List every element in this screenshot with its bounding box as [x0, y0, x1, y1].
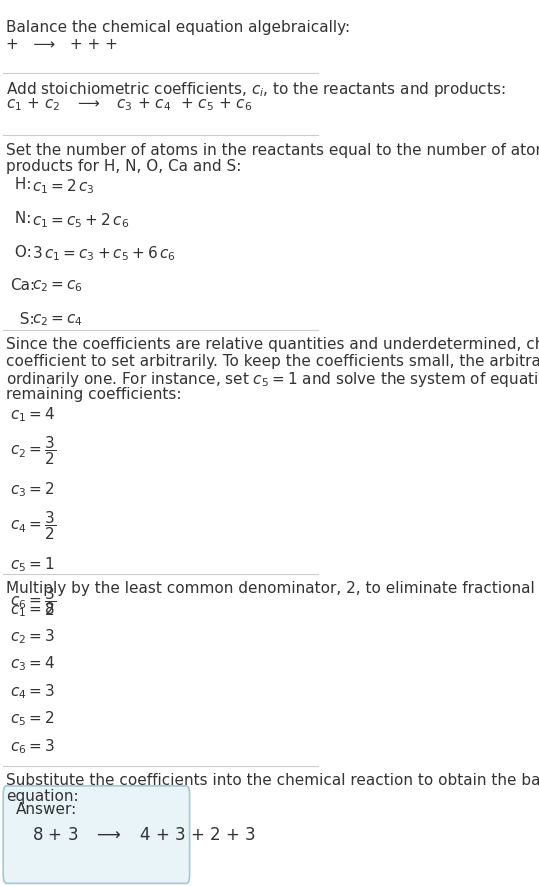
Text: $c_1 = c_5 + 2\,c_6$: $c_1 = c_5 + 2\,c_6$ [32, 211, 129, 229]
Text: Multiply by the least common denominator, 2, to eliminate fractional coefficient: Multiply by the least common denominator… [6, 581, 539, 596]
Text: products for H, N, O, Ca and S:: products for H, N, O, Ca and S: [6, 159, 242, 175]
Text: remaining coefficients:: remaining coefficients: [6, 387, 182, 402]
Text: Balance the chemical equation algebraically:: Balance the chemical equation algebraica… [6, 20, 350, 35]
Text: $c_1 = 8$: $c_1 = 8$ [10, 600, 54, 618]
Text: $c_3 = 4$: $c_3 = 4$ [10, 655, 55, 673]
Text: $c_2 = 3$: $c_2 = 3$ [10, 627, 54, 646]
Text: ordinarily one. For instance, set $c_5 = 1$ and solve the system of equations fo: ordinarily one. For instance, set $c_5 =… [6, 370, 539, 389]
Text: N:: N: [10, 211, 31, 226]
Text: $c_2 = c_6$: $c_2 = c_6$ [32, 278, 83, 294]
Text: Add stoichiometric coefficients, $c_i$, to the reactants and products:: Add stoichiometric coefficients, $c_i$, … [6, 80, 506, 98]
Text: $3\,c_1 = c_3 + c_5 + 6\,c_6$: $3\,c_1 = c_3 + c_5 + 6\,c_6$ [32, 245, 176, 263]
Text: $c_4 = 3$: $c_4 = 3$ [10, 682, 54, 701]
Text: Substitute the coefficients into the chemical reaction to obtain the balanced: Substitute the coefficients into the che… [6, 773, 539, 788]
FancyBboxPatch shape [3, 786, 190, 883]
Text: +   ⟶   + + +: + ⟶ + + + [6, 37, 118, 52]
Text: $c_6 = 3$: $c_6 = 3$ [10, 737, 54, 756]
Text: $c_1$ + $c_2$   $\longrightarrow$   $c_3$ + $c_4$  + $c_5$ + $c_6$: $c_1$ + $c_2$ $\longrightarrow$ $c_3$ + … [6, 97, 253, 113]
Text: $c_4 = \dfrac{3}{2}$: $c_4 = \dfrac{3}{2}$ [10, 509, 56, 542]
Text: coefficient to set arbitrarily. To keep the coefficients small, the arbitrary va: coefficient to set arbitrarily. To keep … [6, 354, 539, 369]
Text: $c_2 = \dfrac{3}{2}$: $c_2 = \dfrac{3}{2}$ [10, 434, 56, 467]
Text: O:: O: [10, 245, 31, 260]
Text: $c_3 = 2$: $c_3 = 2$ [10, 480, 54, 499]
Text: equation:: equation: [6, 789, 79, 804]
Text: $c_1 = 4$: $c_1 = 4$ [10, 405, 55, 424]
Text: $c_5 = 1$: $c_5 = 1$ [10, 556, 54, 574]
Text: Set the number of atoms in the reactants equal to the number of atoms in the: Set the number of atoms in the reactants… [6, 143, 539, 158]
Text: $c_5 = 2$: $c_5 = 2$ [10, 710, 54, 728]
Text: $c_1 = 2\,c_3$: $c_1 = 2\,c_3$ [32, 177, 95, 196]
Text: $c_2 = c_4$: $c_2 = c_4$ [32, 312, 83, 328]
Text: Since the coefficients are relative quantities and underdetermined, choose a: Since the coefficients are relative quan… [6, 337, 539, 352]
Text: H:: H: [10, 177, 31, 192]
Text: Ca:: Ca: [10, 278, 35, 293]
Text: S:: S: [10, 312, 34, 327]
Text: $8$ + $3$   $\longrightarrow$   $4$ + $3$ + $2$ + $3$: $8$ + $3$ $\longrightarrow$ $4$ + $3$ + … [32, 826, 256, 843]
Text: $c_6 = \dfrac{3}{2}$: $c_6 = \dfrac{3}{2}$ [10, 585, 56, 618]
Text: Answer:: Answer: [16, 802, 77, 817]
